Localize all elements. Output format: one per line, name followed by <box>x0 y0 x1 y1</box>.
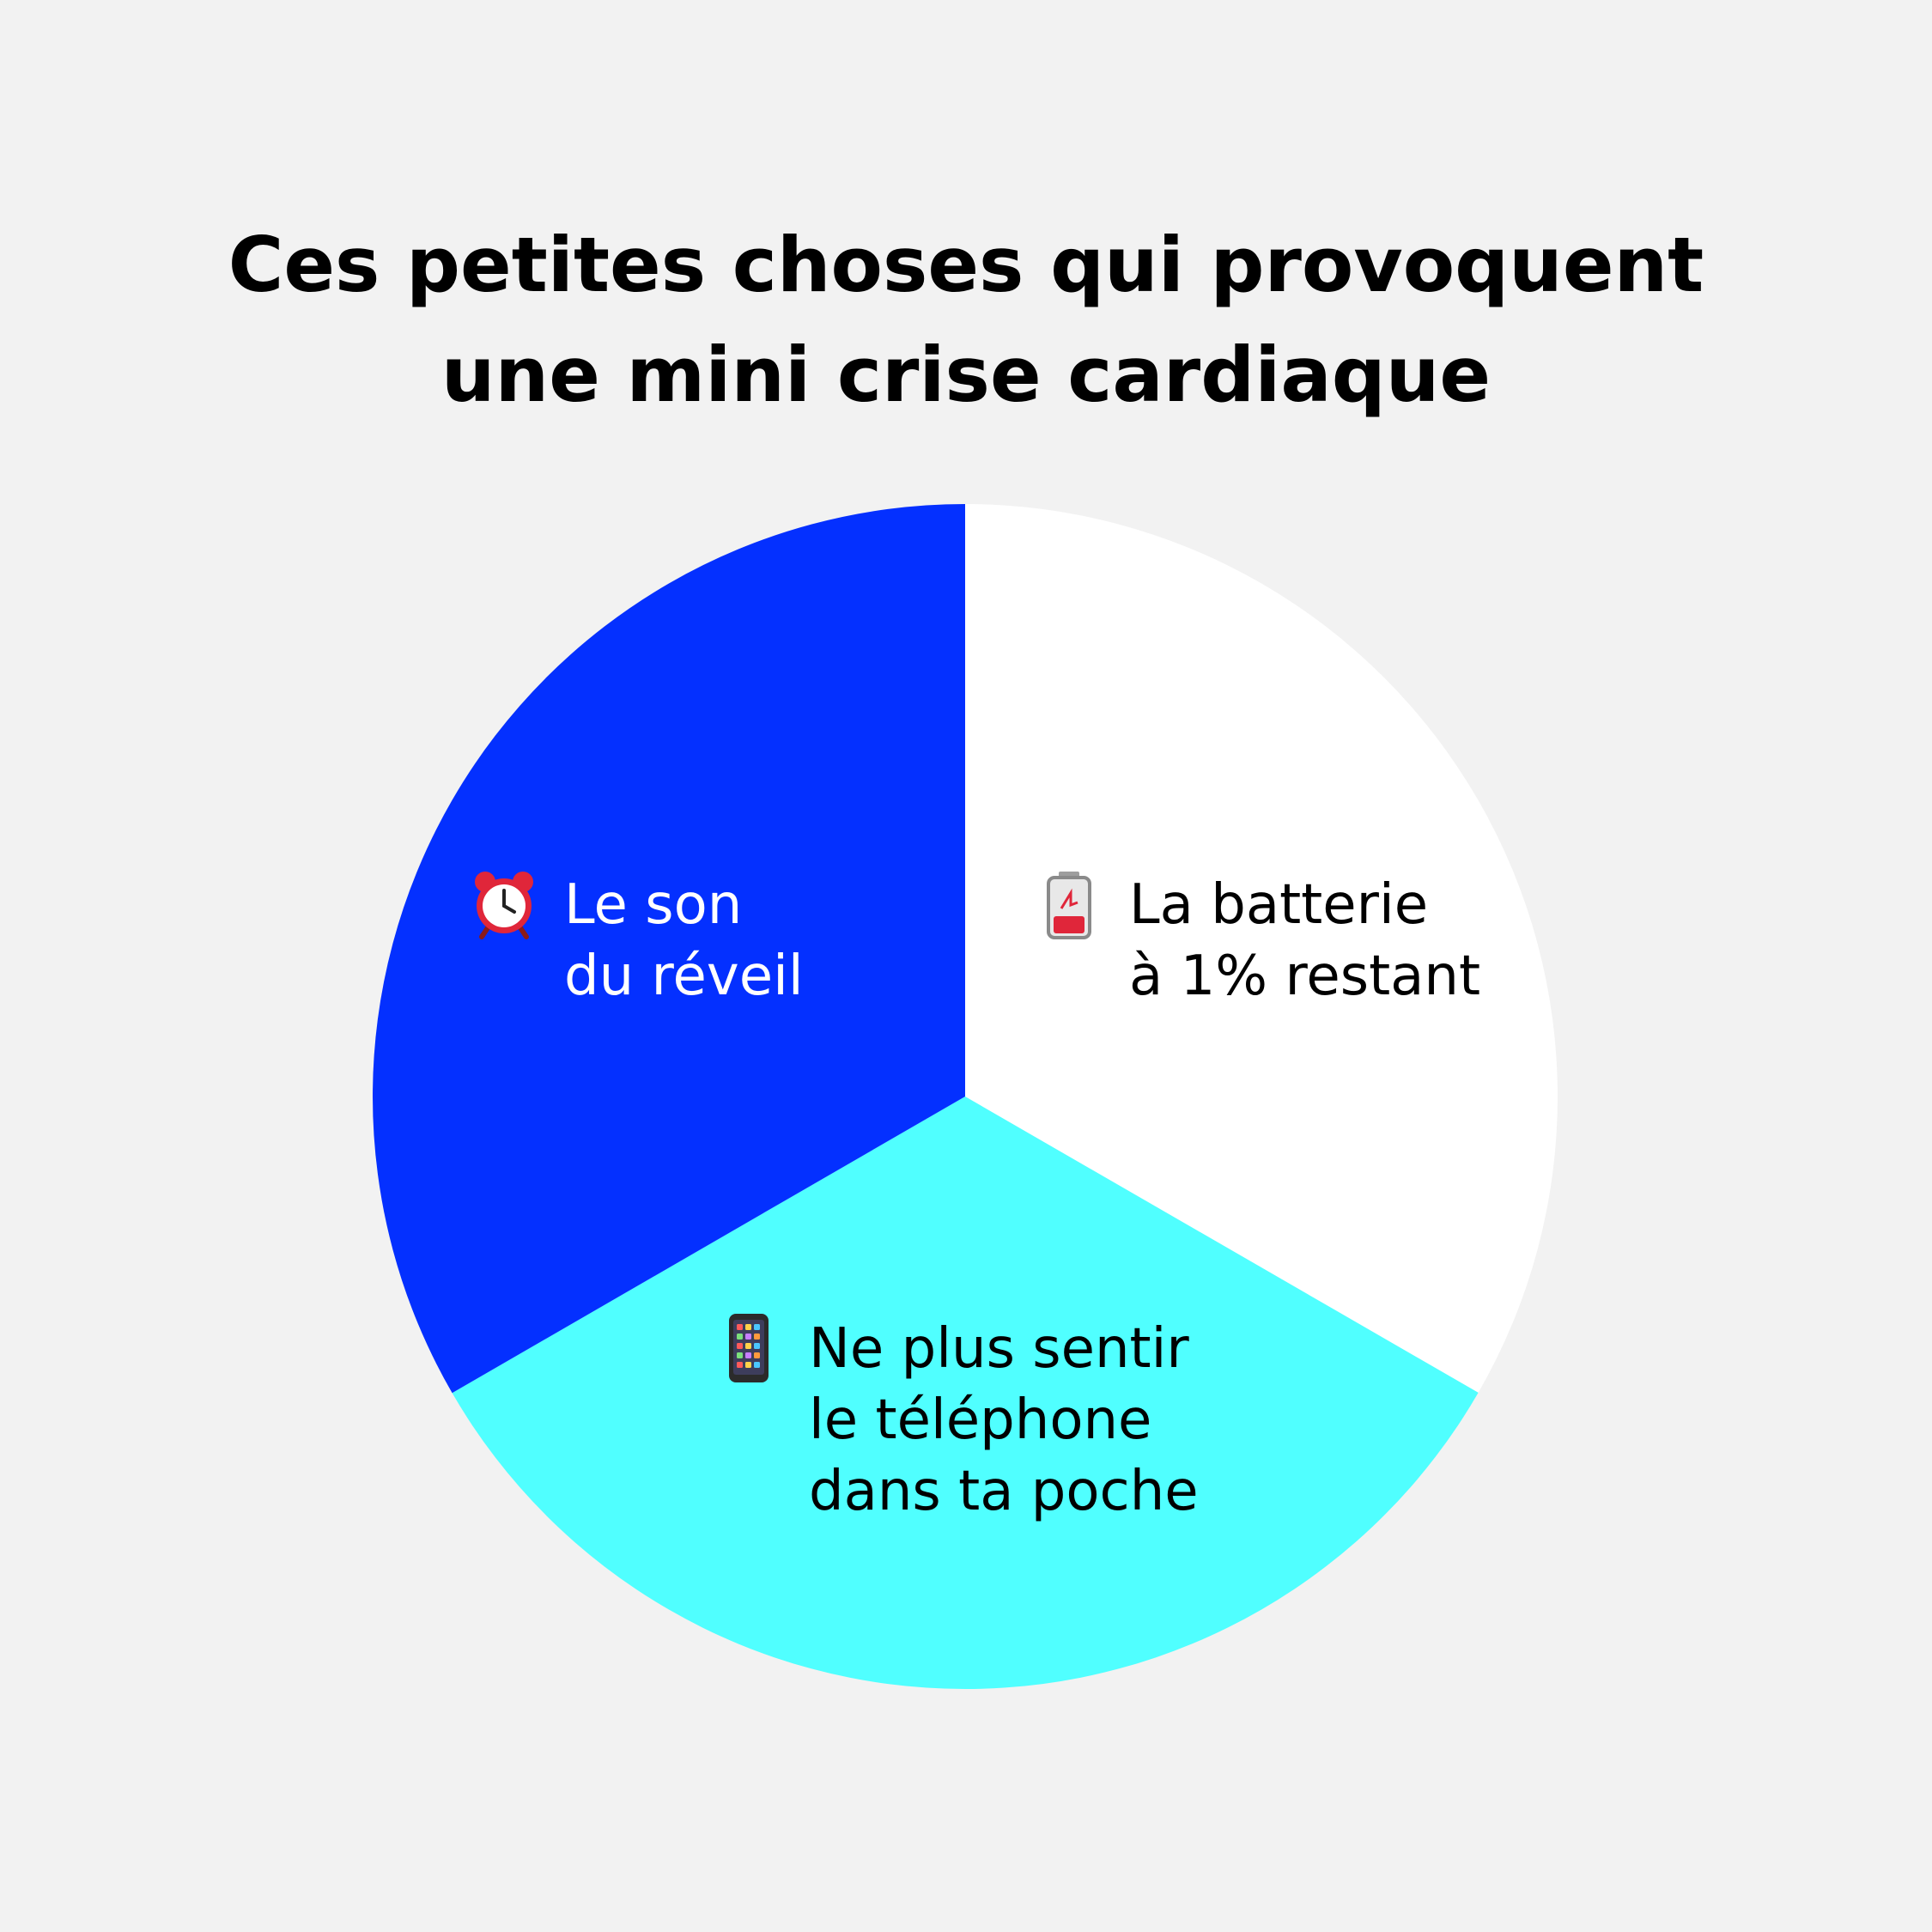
slice-label-group: Le son du réveil <box>475 872 804 1008</box>
slice-label-line: Le son <box>564 873 742 937</box>
slice-label-group: Ne plus sentir le téléphone dans ta poche <box>729 1314 1199 1523</box>
slice-label-group: La batterie à 1% restant <box>1047 872 1480 1008</box>
pie-slice-mobile-phone <box>452 1097 1479 1689</box>
chart-title-line-1: Ces petites choses qui provoquent <box>228 221 1704 309</box>
slice-label-line: le téléphone <box>809 1388 1151 1452</box>
slice-label-line: à 1% restant <box>1129 945 1480 1008</box>
slice-label-line: dans ta poche <box>809 1460 1199 1523</box>
pie-slice-low-battery <box>965 504 1558 1393</box>
pie-labels: La batterie à 1% restant Ne plus sentir le … <box>475 872 1480 1523</box>
pie-slices <box>373 504 1558 1689</box>
mobile-phone-icon <box>729 1314 769 1382</box>
pie-slice-alarm-clock <box>373 504 965 1394</box>
chart-title-line-2: une mini crise cardiaque <box>440 331 1492 419</box>
slice-label-line: Ne plus sentir <box>809 1317 1189 1381</box>
alarm-clock-icon <box>475 872 533 939</box>
slice-label-line: du réveil <box>564 945 804 1008</box>
slice-label-line: La batterie <box>1129 873 1428 937</box>
low-battery-icon <box>1047 872 1091 939</box>
chart-title: Ces petites choses qui provoquent une mi… <box>0 210 1932 430</box>
